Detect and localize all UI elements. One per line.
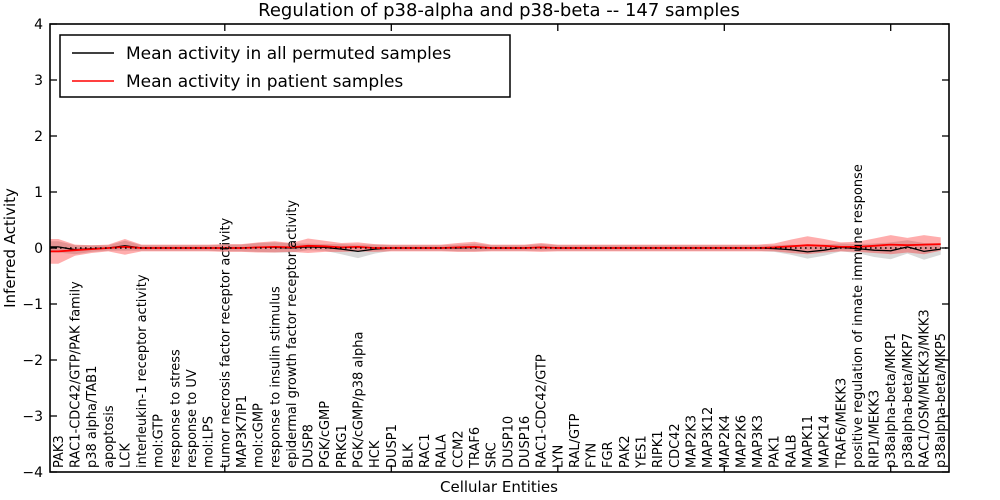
entity-label: mol:LPS — [202, 416, 217, 468]
entity-label: RIP1/MEKK3 — [868, 390, 883, 468]
entity-label: p38alpha-beta/MKP5 — [934, 333, 949, 468]
entity-label: YES1 — [635, 435, 650, 469]
y-tick-label: 0 — [34, 241, 43, 257]
legend: Mean activity in all permuted samples Me… — [59, 34, 511, 98]
entity-label: apoptosis — [102, 405, 117, 468]
entity-label: RAC1-CDC42/GTP/PAK family — [69, 281, 84, 468]
entity-label: RAL/GTP — [568, 413, 583, 468]
entity-label: DUSP8 — [302, 424, 317, 468]
entity-labels: PAK3 RAC1-CDC42/GTP/PAK family p38 alpha/T… — [52, 164, 949, 469]
series-lines — [50, 243, 949, 253]
entity-label: PGK/cGMP/p38 alpha — [352, 332, 367, 468]
entity-label: positive regulation of innate immune res… — [851, 164, 866, 468]
entity-label: epidermal growth factor receptor activit… — [285, 200, 300, 468]
entity-label: RALB — [784, 434, 799, 468]
y-tick-label: −1 — [22, 297, 43, 313]
y-tick-label: 4 — [34, 17, 43, 33]
y-axis-label: Inferred Activity — [1, 188, 19, 308]
entity-label: response to insulin stimulus — [268, 286, 283, 468]
y-tick-label: −2 — [22, 353, 43, 369]
entity-label: TRAF6/MEKK3 — [834, 378, 849, 469]
entity-label: p38 alpha/TAB1 — [85, 366, 100, 468]
entity-label: BLK — [401, 443, 416, 468]
entity-label: MAP3K3 — [751, 415, 766, 468]
entity-label: DUSP16 — [518, 416, 533, 468]
entity-label: interleukin-1 receptor activity — [135, 274, 150, 468]
entity-label: PAK1 — [768, 435, 783, 468]
entity-label: tumor necrosis factor receptor activity — [218, 217, 233, 468]
entity-label: MAP2K4 — [718, 415, 733, 468]
y-tick-label: 1 — [34, 185, 43, 201]
entity-label: RAC1/OSM/MEKK3/MKK3 — [918, 309, 933, 468]
entity-label: HCK — [368, 440, 383, 468]
y-tick-label: −3 — [22, 409, 43, 425]
entity-label: RALA — [435, 434, 450, 468]
entity-label: FYN — [585, 443, 600, 468]
y-tick-label: 2 — [34, 129, 43, 145]
legend-box — [59, 34, 511, 98]
x-axis-label: Cellular Entities — [440, 478, 558, 496]
entity-label: RAC1-CDC42/GTP — [535, 354, 550, 468]
confidence-bands — [50, 235, 941, 264]
entity-label: DUSP10 — [501, 416, 516, 468]
y-tick-labels: 4 3 2 1 0 −1 −2 −3 −4 — [22, 17, 43, 481]
y-tick-label: −4 — [22, 465, 43, 481]
entity-label: PAK2 — [618, 435, 633, 468]
entity-label: mol:cGMP — [252, 403, 267, 468]
entity-label: SRC — [485, 442, 500, 468]
entity-label: LYN — [551, 445, 566, 468]
legend-label-patient: Mean activity in patient samples — [126, 72, 403, 92]
entity-label: PRKG1 — [335, 424, 350, 468]
entity-label: FGR — [601, 441, 616, 468]
entity-label: MAP3K7IP1 — [235, 395, 250, 468]
entity-label: p38alpha-beta/MKP1 — [884, 333, 899, 468]
entity-label: MAPK11 — [801, 415, 816, 468]
entity-label: CCM2 — [451, 430, 466, 468]
entity-label: MAP2K3 — [685, 415, 700, 468]
entity-label: PAK3 — [52, 435, 67, 468]
entity-label: LCK — [118, 443, 133, 468]
y-tick-label: 3 — [34, 73, 43, 89]
entity-label: MAP2K6 — [734, 415, 749, 468]
entity-label: MAP3K12 — [701, 407, 716, 468]
chart-title: Regulation of p38-alpha and p38-beta -- … — [258, 0, 740, 21]
entity-label: MAPK14 — [818, 415, 833, 468]
entity-label: response to stress — [168, 349, 183, 468]
entity-label: RAC1 — [418, 433, 433, 468]
plot-frame — [49, 23, 950, 473]
entity-label: mol:GTP — [152, 414, 167, 468]
patient-band — [50, 235, 941, 264]
entity-label: p38alpha-beta/MKP7 — [901, 333, 916, 468]
permuted-band — [50, 240, 941, 260]
entity-label: response to UV — [185, 369, 200, 468]
entity-label: TRAF6 — [468, 427, 483, 469]
entity-label: PGK/cGMP — [318, 401, 333, 468]
entity-label: CDC42 — [668, 423, 683, 468]
entity-label: RIPK1 — [651, 430, 666, 468]
legend-label-permuted: Mean activity in all permuted samples — [126, 44, 451, 64]
entity-label: DUSP1 — [385, 424, 400, 468]
